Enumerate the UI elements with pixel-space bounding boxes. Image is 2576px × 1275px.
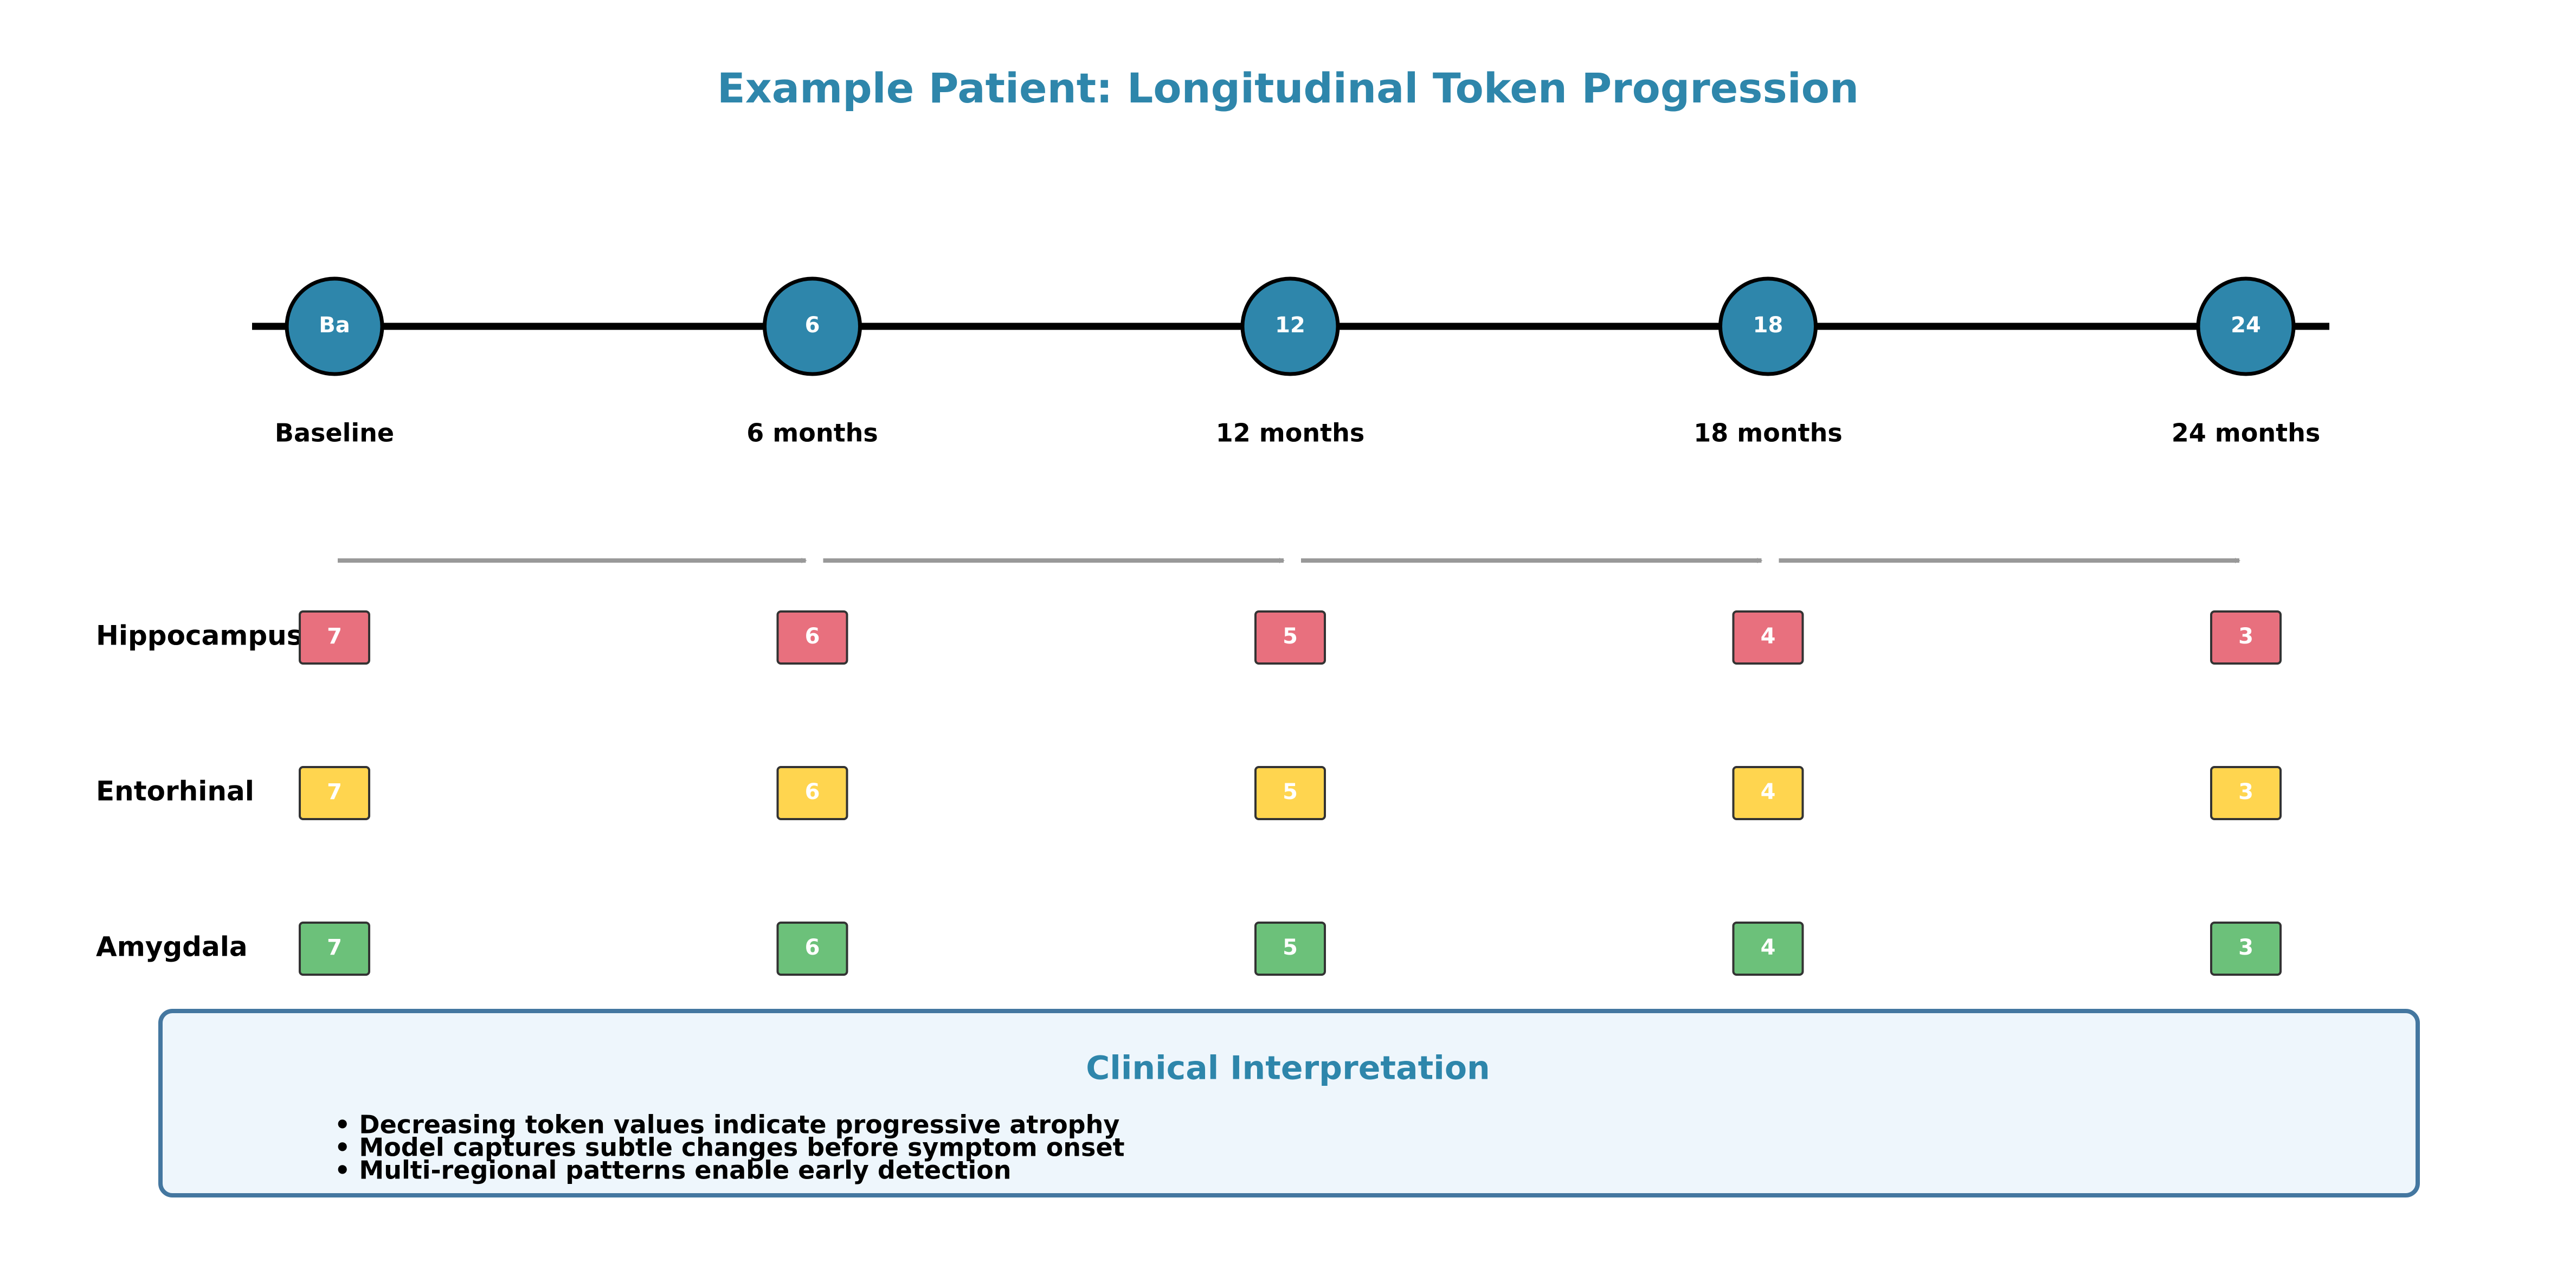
timepoint-marker-label: 6 — [805, 313, 820, 338]
timepoint-2: 12 12 months — [1216, 276, 1364, 448]
clinical-interpretation-box: Clinical Interpretation • Decreasing tok… — [158, 1009, 2420, 1197]
token-value: 5 — [1283, 780, 1298, 804]
interpretation-bullet: • Decreasing token values indicate progr… — [334, 1110, 1119, 1139]
timepoint-marker — [763, 276, 862, 376]
timepoint-marker — [1718, 276, 1818, 376]
timepoint-marker-label: 18 — [1753, 313, 1783, 338]
timepoint-3: 18 18 months — [1693, 276, 1843, 448]
token-box — [776, 766, 848, 820]
region-row-0: Hippocampus 7 6 5 4 3 — [96, 610, 2282, 665]
timepoint-0: Ba Baseline — [275, 276, 394, 448]
token-box — [1732, 922, 1804, 976]
token-value: 3 — [2238, 780, 2253, 804]
token-box — [1732, 610, 1804, 665]
token-box — [299, 922, 370, 976]
token-value: 6 — [805, 935, 820, 960]
token-box — [2210, 922, 2282, 976]
region-row-2: Amygdala 7 6 5 4 3 — [96, 922, 2282, 976]
timepoint-4: 24 24 months — [2172, 276, 2320, 448]
timepoint-marker — [285, 276, 384, 376]
token-value: 7 — [327, 780, 342, 804]
timepoint-label: 6 months — [746, 418, 878, 448]
token-box — [299, 610, 370, 665]
token-value: 7 — [327, 624, 342, 649]
timepoint-1: 6 6 months — [746, 276, 878, 448]
token-box — [1254, 610, 1326, 665]
timepoint-marker — [1240, 276, 1340, 376]
token-value: 4 — [1761, 624, 1776, 649]
token-box — [1254, 922, 1326, 976]
token-value: 5 — [1283, 624, 1298, 649]
token-box — [1732, 766, 1804, 820]
token-value: 6 — [805, 780, 820, 804]
interpretation-bullet: • Multi-regional patterns enable early d… — [334, 1156, 1012, 1185]
timepoints: Ba Baseline 6 6 months 12 12 months 18 18 month… — [275, 276, 2320, 448]
region-label: Entorhinal — [96, 776, 254, 807]
interpretation-panel — [158, 1009, 2420, 1197]
token-box — [2210, 610, 2282, 665]
timepoint-marker-label: 24 — [2231, 313, 2261, 338]
token-value: 3 — [2238, 935, 2253, 960]
token-box — [2210, 766, 2282, 820]
interpretation-title: Clinical Interpretation — [1086, 1049, 1490, 1087]
timepoint-marker-label: 12 — [1275, 313, 1305, 338]
token-value: 5 — [1283, 935, 1298, 960]
token-value: 7 — [327, 935, 342, 960]
timepoint-label: 24 months — [2172, 418, 2320, 448]
token-value: 3 — [2238, 624, 2253, 649]
region-rows: Hippocampus 7 6 5 4 3 Entorhinal 7 6 5 4 3 Amygdala 7… — [96, 610, 2282, 976]
diagram-title: Example Patient: Longitudinal Token Prog… — [717, 64, 1859, 112]
region-row-1: Entorhinal 7 6 5 4 3 — [96, 766, 2282, 820]
timepoint-marker-label: Ba — [319, 313, 350, 338]
timepoint-marker — [2196, 276, 2296, 376]
timepoint-label: 18 months — [1693, 418, 1842, 448]
token-box — [776, 922, 848, 976]
token-box — [776, 610, 848, 665]
interpretation-bullet: • Model captures subtle changes before s… — [334, 1133, 1125, 1162]
token-value: 4 — [1761, 780, 1776, 804]
token-value: 4 — [1761, 935, 1776, 960]
token-box — [299, 766, 370, 820]
region-label: Amygdala — [96, 931, 248, 963]
timepoint-label: 12 months — [1216, 418, 1364, 448]
timepoint-label: Baseline — [275, 418, 394, 448]
token-box — [1254, 766, 1326, 820]
token-value: 6 — [805, 624, 820, 649]
region-label: Hippocampus — [96, 620, 303, 652]
